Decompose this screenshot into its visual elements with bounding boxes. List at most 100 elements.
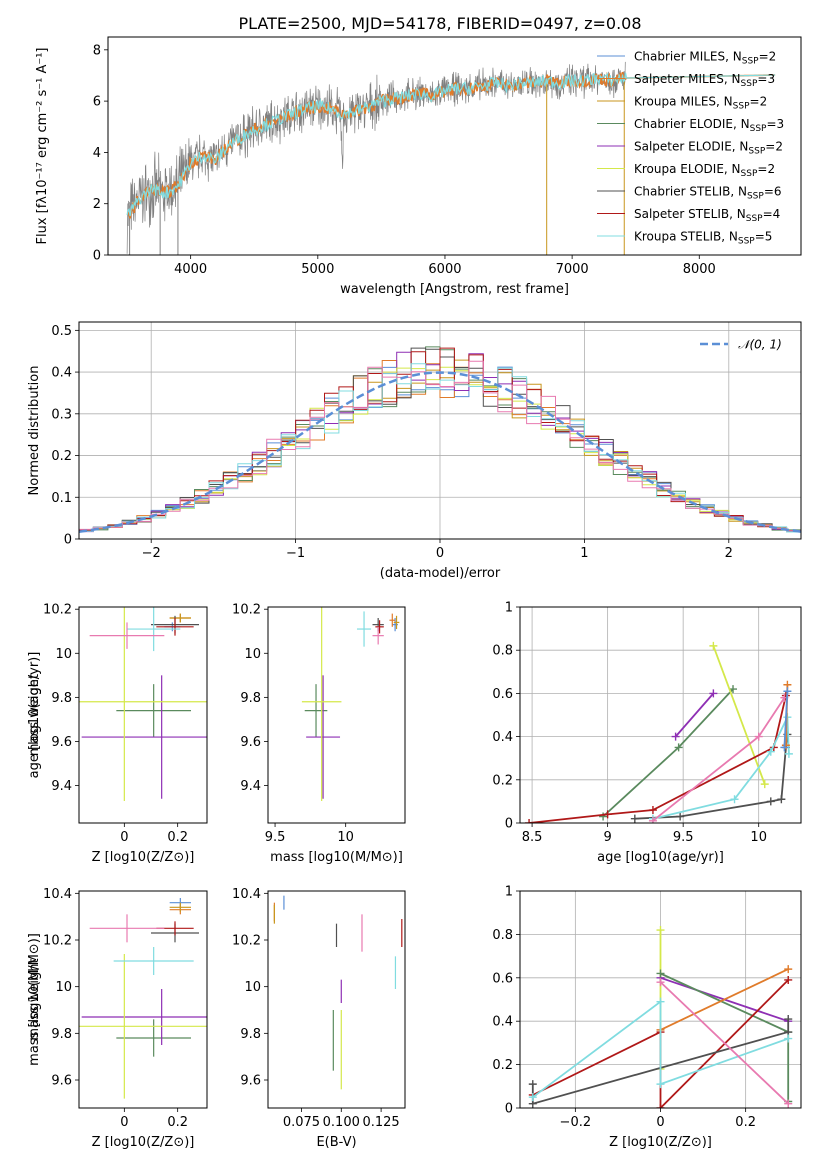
legend-text: Chabrier STELIB, N bbox=[634, 185, 747, 199]
mass-weight-marker bbox=[528, 1093, 537, 1102]
mass-weight-marker bbox=[648, 806, 657, 815]
legend-subscript: SSP bbox=[738, 237, 755, 247]
mass-weight-marker bbox=[709, 689, 718, 698]
mass-weight-marker bbox=[528, 1080, 537, 1089]
legend-text: Salpeter STELIB, N bbox=[634, 207, 746, 221]
mass-weight-marker bbox=[656, 926, 665, 935]
y-tick-label: 2 bbox=[93, 197, 101, 212]
x-axis-label: wavelength [Angstrom, rest frame] bbox=[340, 282, 569, 297]
panel-age_vs_Z: 0 0.2 9.4 9.6 9.8 10 10.2 Z [log10(Z/Z⊙)] age [l… bbox=[27, 603, 208, 865]
mass-weight-line bbox=[634, 734, 789, 820]
axes-frame bbox=[78, 321, 802, 540]
mass-weight-marker bbox=[676, 812, 685, 821]
legend-subscript: SSP bbox=[741, 79, 758, 89]
y-tick-label: 10 bbox=[55, 647, 72, 662]
y-tick-label: 0.6 bbox=[492, 971, 513, 986]
x-axis-label: Z [log10(Z/Z⊙)] bbox=[92, 850, 195, 865]
x-tick-label: −1 bbox=[286, 546, 305, 561]
legend-text: =6 bbox=[764, 185, 782, 199]
legend-text: Salpeter ELODIE, N bbox=[634, 140, 748, 154]
x-tick-label: 8000 bbox=[683, 262, 716, 277]
legend-subscript: SSP bbox=[750, 124, 767, 134]
legend-subscript: SSP bbox=[748, 147, 765, 157]
spectrum-data-line bbox=[126, 61, 626, 254]
legend-subscript: SSP bbox=[741, 169, 758, 179]
y-tick-label: 10 bbox=[244, 980, 261, 995]
x-tick-label: 0 bbox=[120, 830, 128, 845]
legend-text: =2 bbox=[757, 162, 775, 176]
mass-weight-marker bbox=[599, 812, 608, 821]
mass-weight-marker bbox=[784, 965, 793, 974]
legend-text: =3 bbox=[766, 117, 784, 131]
y-tick-label: 9.8 bbox=[51, 691, 72, 706]
y-tick-label: 0.5 bbox=[51, 324, 72, 339]
histogram-step bbox=[79, 347, 801, 531]
legend-entry: Kroupa STELIB, NSSP=5 bbox=[634, 230, 772, 247]
y-tick-label: 0.4 bbox=[492, 730, 513, 745]
histogram-step bbox=[79, 360, 801, 532]
legend-entry: 𝒩(0, 1) bbox=[738, 338, 782, 352]
mass-weight-marker bbox=[656, 1080, 665, 1089]
panel-mass_vs_Z: 0 0.2 9.6 9.8 10 10.2 10.4 Z [log10(Z/Z⊙)] mass … bbox=[27, 887, 208, 1150]
legend-text: Kroupa ELODIE, N bbox=[634, 162, 741, 176]
mass-weight-line bbox=[602, 688, 734, 818]
axes-frame bbox=[78, 606, 208, 824]
legend-text: =2 bbox=[759, 50, 777, 64]
y-tick-label: 9.6 bbox=[240, 1074, 261, 1089]
mass-weight-marker bbox=[656, 997, 665, 1006]
x-tick-label: 0 bbox=[120, 1115, 128, 1130]
mass-weight-marker bbox=[730, 795, 739, 804]
x-tick-label: 9.5 bbox=[265, 830, 286, 845]
y-axis-label: mass weight bbox=[27, 958, 42, 1040]
y-tick-label: 0 bbox=[505, 817, 513, 832]
mass-weight-marker bbox=[656, 978, 665, 987]
plot-area-mass_vs_Z bbox=[79, 898, 207, 1099]
x-tick-label: 0.2 bbox=[167, 1115, 188, 1130]
y-tick-label: 0.8 bbox=[492, 644, 513, 659]
x-tick-label: 7000 bbox=[556, 262, 589, 277]
y-tick-label: 9.8 bbox=[240, 1027, 261, 1042]
y-tick-label: 0.6 bbox=[492, 687, 513, 702]
panel-mass_weight_vs_Z: −0.2 0 0.2 0 0.2 0.4 0.6 0.8 1 Z [log10(Z/Z⊙)] mas… bbox=[27, 885, 802, 1150]
legend-text: =2 bbox=[750, 95, 768, 109]
legend-text: =3 bbox=[757, 72, 775, 86]
legend-subscript: SSP bbox=[742, 57, 759, 67]
x-tick-label: 9.5 bbox=[673, 830, 694, 845]
y-tick-label: 10.4 bbox=[43, 887, 72, 902]
mass-weight-marker bbox=[777, 795, 786, 804]
mass-weight-marker bbox=[783, 687, 792, 696]
plot-area-spectrum bbox=[126, 61, 776, 255]
x-tick-label: 1 bbox=[580, 546, 588, 561]
y-axis-label: mass [log10(M/M⊙)] bbox=[27, 933, 42, 1066]
mass-weight-marker bbox=[525, 819, 534, 823]
y-tick-label: 10.2 bbox=[43, 603, 72, 618]
x-axis-label: mass [log10(M/M⊙)] bbox=[270, 850, 403, 865]
normal-curve bbox=[79, 371, 801, 533]
mass-weight-line bbox=[660, 968, 789, 1031]
legend-entry: Salpeter ELODIE, NSSP=2 bbox=[634, 140, 783, 157]
mass-weight-marker bbox=[784, 1015, 793, 1024]
legend-text: =2 bbox=[765, 140, 783, 154]
x-tick-label: 10 bbox=[750, 830, 767, 845]
legend-text: =4 bbox=[763, 207, 781, 221]
panel-spectrum: 4000 5000 6000 7000 8000 0 2 4 6 8 wavelength [Ang… bbox=[35, 36, 802, 297]
y-axis-label: age [log10(age/yr)] bbox=[27, 652, 42, 779]
x-tick-label: −0.2 bbox=[560, 1115, 592, 1130]
y-tick-label: 10.4 bbox=[232, 887, 261, 902]
y-tick-label: 1 bbox=[505, 885, 513, 900]
y-tick-label: 10 bbox=[244, 647, 261, 662]
y-tick-label: 10 bbox=[55, 980, 72, 995]
y-tick-label: 0 bbox=[93, 249, 101, 264]
y-tick-label: 0.4 bbox=[492, 1015, 513, 1030]
legend-entry: Salpeter STELIB, NSSP=4 bbox=[634, 207, 780, 224]
x-tick-label: 10 bbox=[337, 830, 354, 845]
mass-weight-marker bbox=[754, 732, 763, 741]
mass-weight-marker bbox=[780, 743, 789, 752]
plot-area-mass_weight_vs_age bbox=[520, 607, 801, 823]
y-tick-label: 0.2 bbox=[51, 449, 72, 464]
x-tick-label: 0.2 bbox=[167, 830, 188, 845]
axes-frame bbox=[267, 890, 406, 1109]
legend-entry: Chabrier ELODIE, NSSP=3 bbox=[634, 117, 784, 134]
panel-age_vs_mass: 9.5 10 9.4 9.6 9.8 10 10.2 mass [log10(M/M⊙)] bbox=[232, 603, 406, 865]
